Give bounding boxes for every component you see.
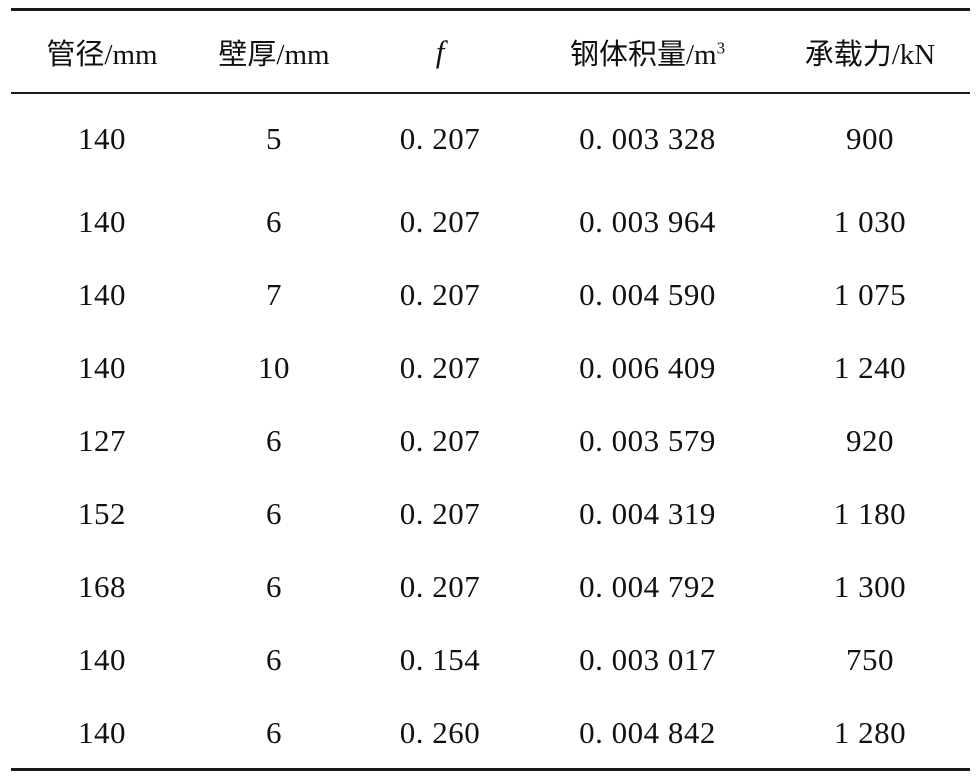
cell-f: 0. 260 bbox=[399, 714, 481, 750]
cell-wall-thickness: 7 bbox=[266, 276, 282, 312]
cell-pipe-diameter: 140 bbox=[78, 349, 126, 385]
header-pipe-diameter: 管径/mm bbox=[46, 39, 158, 71]
cell-steel-volume: 0. 003 579 bbox=[579, 422, 716, 458]
cell-pipe-diameter: 152 bbox=[78, 495, 126, 531]
table-row: 140 6 0. 154 0. 003 017 750 bbox=[11, 623, 970, 696]
cell-wall-thickness: 6 bbox=[266, 203, 282, 239]
header-wall-thickness: 壁厚/mm bbox=[218, 39, 330, 71]
cell-steel-volume: 0. 003 328 bbox=[579, 121, 716, 156]
cell-bearing-capacity: 1 240 bbox=[833, 349, 907, 385]
header-f: f bbox=[355, 11, 525, 93]
cell-f: 0. 207 bbox=[399, 203, 481, 239]
cell-f: 0. 207 bbox=[399, 349, 481, 385]
table-row: 168 6 0. 207 0. 004 792 1 300 bbox=[11, 550, 970, 623]
table-header-rule bbox=[11, 92, 970, 94]
cell-pipe-diameter: 168 bbox=[78, 568, 126, 604]
table-row: 140 10 0. 207 0. 006 409 1 240 bbox=[11, 331, 970, 404]
cell-wall-thickness: 6 bbox=[266, 714, 282, 750]
cell-bearing-capacity: 1 180 bbox=[833, 495, 907, 531]
cell-f: 0. 207 bbox=[399, 276, 481, 312]
cell-wall-thickness: 6 bbox=[266, 495, 282, 531]
table-row: 140 6 0. 260 0. 004 842 1 280 bbox=[11, 696, 970, 769]
table-row: 127 6 0. 207 0. 003 579 920 bbox=[11, 404, 970, 477]
header-steel-volume-exponent: 3 bbox=[716, 38, 726, 58]
header-row: 管径/mm 壁厚/mm f 钢体积量/m3 承载力/kN bbox=[11, 11, 970, 93]
cell-steel-volume: 0. 003 017 bbox=[579, 641, 716, 677]
cell-f: 0. 207 bbox=[399, 422, 481, 458]
cell-f: 0. 154 bbox=[399, 641, 481, 677]
cell-f: 0. 207 bbox=[399, 495, 481, 531]
cell-pipe-diameter: 140 bbox=[78, 276, 126, 312]
header-steel-volume: 钢体积量/m3 bbox=[525, 11, 770, 93]
table-row: 140 5 0. 207 0. 003 328 900 bbox=[11, 93, 970, 185]
table-body: 140 5 0. 207 0. 003 328 900 140 6 0. 207… bbox=[11, 93, 970, 769]
cell-wall-thickness: 6 bbox=[266, 641, 282, 677]
cell-f: 0. 207 bbox=[399, 568, 481, 604]
cell-wall-thickness: 10 bbox=[258, 349, 290, 385]
cell-f: 0. 207 bbox=[399, 121, 481, 156]
table-top-rule bbox=[11, 8, 970, 11]
cell-pipe-diameter: 140 bbox=[78, 203, 126, 239]
table-header: 管径/mm 壁厚/mm f 钢体积量/m3 承载力/kN bbox=[11, 11, 970, 93]
cell-pipe-diameter: 140 bbox=[78, 714, 126, 750]
table-row: 152 6 0. 207 0. 004 319 1 180 bbox=[11, 477, 970, 550]
table-bottom-rule bbox=[11, 768, 970, 771]
cell-steel-volume: 0. 004 792 bbox=[579, 568, 716, 604]
cell-bearing-capacity: 1 075 bbox=[833, 276, 907, 312]
cell-bearing-capacity: 1 300 bbox=[833, 568, 907, 604]
cell-pipe-diameter: 140 bbox=[78, 121, 126, 156]
cell-bearing-capacity: 920 bbox=[846, 422, 894, 458]
cell-steel-volume: 0. 004 590 bbox=[579, 276, 716, 312]
cell-bearing-capacity: 900 bbox=[846, 121, 894, 156]
cell-steel-volume: 0. 006 409 bbox=[579, 349, 716, 385]
cell-steel-volume: 0. 004 842 bbox=[579, 714, 716, 750]
cell-bearing-capacity: 1 280 bbox=[833, 714, 907, 750]
cell-wall-thickness: 5 bbox=[266, 121, 282, 156]
cell-pipe-diameter: 140 bbox=[78, 641, 126, 677]
cell-pipe-diameter: 127 bbox=[78, 422, 126, 458]
cell-bearing-capacity: 750 bbox=[846, 641, 894, 677]
table-row: 140 7 0. 207 0. 004 590 1 075 bbox=[11, 258, 970, 331]
header-bearing-capacity: 承载力/kN bbox=[804, 39, 936, 71]
table-row: 140 6 0. 207 0. 003 964 1 030 bbox=[11, 185, 970, 258]
cell-steel-volume: 0. 004 319 bbox=[579, 495, 716, 531]
cell-bearing-capacity: 1 030 bbox=[833, 203, 907, 239]
data-table: 管径/mm 壁厚/mm f 钢体积量/m3 承载力/kN 140 5 0. 20… bbox=[11, 11, 970, 769]
cell-wall-thickness: 6 bbox=[266, 422, 282, 458]
cell-wall-thickness: 6 bbox=[266, 568, 282, 604]
cell-steel-volume: 0. 003 964 bbox=[579, 203, 716, 239]
header-steel-volume-label: 钢体积量/m bbox=[569, 39, 717, 71]
header-f-label: f bbox=[435, 34, 445, 69]
